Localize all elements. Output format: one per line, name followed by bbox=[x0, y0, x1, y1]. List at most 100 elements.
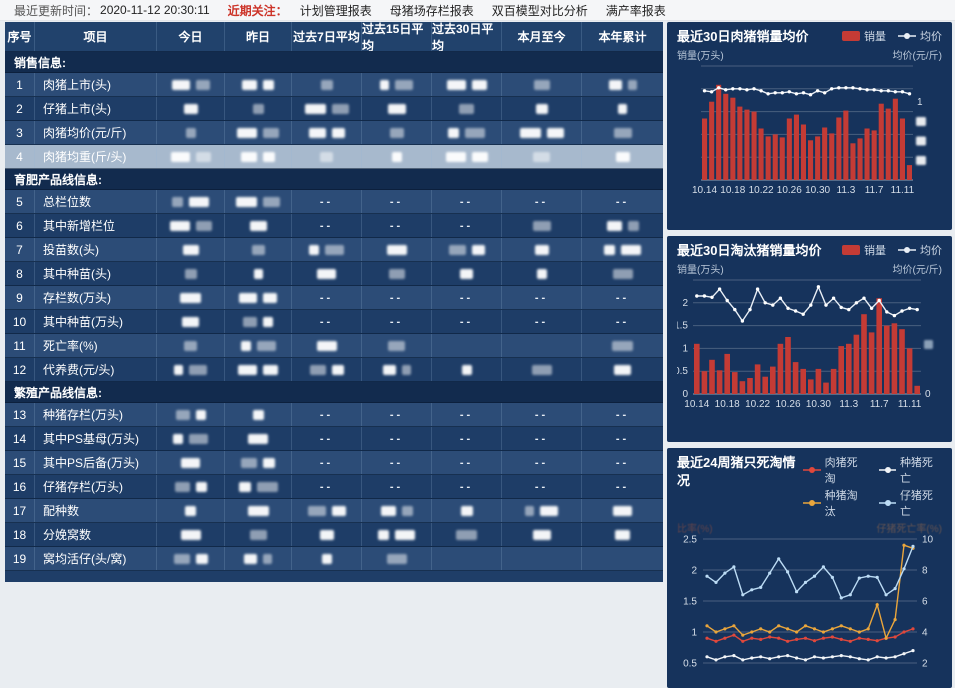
data-cell bbox=[292, 145, 362, 168]
table-row-14[interactable]: 14 其中PS基母(万头) -- -- -- -- -- bbox=[5, 427, 663, 451]
empty-value-dashes: -- bbox=[319, 315, 334, 328]
legend-item[interactable]: 销量 bbox=[842, 28, 886, 44]
legend-item[interactable]: 种猪淘汰 bbox=[803, 487, 866, 519]
redacted-value bbox=[263, 553, 272, 564]
table-row-11[interactable]: 11 死亡率(%) bbox=[5, 334, 663, 358]
data-cell bbox=[157, 547, 225, 570]
data-cell bbox=[582, 97, 663, 120]
redacted-value bbox=[170, 151, 190, 162]
menu-item-3[interactable]: 满产率报表 bbox=[605, 3, 666, 18]
legend-item[interactable]: 肉猪死淘 bbox=[803, 454, 866, 486]
data-cell: -- bbox=[582, 286, 663, 309]
table-row-5[interactable]: 5 总栏位数 -- -- -- -- -- bbox=[5, 190, 663, 214]
menu-item-1[interactable]: 母猪场存栏报表 bbox=[389, 3, 474, 18]
redacted-value bbox=[471, 244, 485, 255]
table-row-8[interactable]: 8 其中种苗(头) bbox=[5, 262, 663, 286]
data-cell bbox=[225, 238, 292, 261]
data-cell bbox=[292, 523, 362, 546]
legend-item[interactable]: 销量 bbox=[842, 242, 886, 258]
left-axis-label: 销量(万头) bbox=[677, 265, 724, 276]
redacted-value bbox=[534, 244, 549, 255]
redacted-value bbox=[612, 268, 633, 279]
table-row-3[interactable]: 3 肉猪均价(元/斤) bbox=[5, 121, 663, 145]
chart-card-2: 最近24周猪只死淘情况 肉猪死淘 种猪死亡 种猪淘汰 仔猪死亡 比率(%) 仔猪死亡率… bbox=[667, 448, 952, 688]
data-cell: -- bbox=[362, 427, 432, 450]
empty-value-dashes: -- bbox=[615, 315, 630, 328]
table-row-18[interactable]: 18 分娩窝数 bbox=[5, 523, 663, 547]
table-row-17[interactable]: 17 配种数 bbox=[5, 499, 663, 523]
table-row-16[interactable]: 16 仔猪存栏(万头) -- -- -- -- -- bbox=[5, 475, 663, 499]
svg-text:0: 0 bbox=[682, 389, 688, 400]
legend-line-swatch bbox=[878, 467, 896, 473]
redacted-value bbox=[251, 244, 265, 255]
table-row-2[interactable]: 2 仔猪上市(头) bbox=[5, 97, 663, 121]
data-cell bbox=[225, 262, 292, 285]
table-header-row: 序号 项目 今日 昨日 过去7日平均 过去15日平均 过去30日平均 本月至今 本年累计 bbox=[5, 22, 663, 52]
menu-item-2[interactable]: 双百模型对比分析 bbox=[491, 3, 588, 18]
data-cell bbox=[502, 238, 582, 261]
redacted-value bbox=[461, 364, 472, 375]
svg-text:11.7: 11.7 bbox=[870, 399, 889, 410]
table-row-1[interactable]: 1 肉猪上市(头) bbox=[5, 73, 663, 97]
row-item-label: 总栏位数 bbox=[35, 190, 157, 213]
column-header: 本月至今 bbox=[502, 22, 582, 51]
data-cell bbox=[292, 358, 362, 381]
data-cell: -- bbox=[582, 427, 663, 450]
table-row-19[interactable]: 19 窝均活仔(头/窝) bbox=[5, 547, 663, 571]
redacted-value bbox=[173, 433, 183, 444]
data-cell bbox=[157, 523, 225, 546]
empty-value-dashes: -- bbox=[534, 456, 549, 469]
redacted-value bbox=[263, 151, 275, 162]
data-cell bbox=[157, 310, 225, 333]
redacted-value bbox=[388, 268, 405, 279]
data-cell: -- bbox=[432, 403, 502, 426]
data-cell: -- bbox=[582, 403, 663, 426]
table-row-12[interactable]: 12 代养费(元/头) bbox=[5, 358, 663, 382]
data-cell: -- bbox=[292, 403, 362, 426]
data-cell: -- bbox=[432, 427, 502, 450]
chart-legend: 销量 均价 bbox=[842, 28, 942, 44]
redacted-value bbox=[448, 127, 459, 138]
table-row-13[interactable]: 13 种猪存栏(万头) -- -- -- -- -- bbox=[5, 403, 663, 427]
legend-item[interactable]: 种猪死亡 bbox=[878, 454, 942, 486]
row-item-label: 死亡率(%) bbox=[35, 334, 157, 357]
data-cell bbox=[225, 214, 292, 237]
row-item-label: 其中PS基母(万头) bbox=[35, 427, 157, 450]
empty-value-dashes: -- bbox=[389, 432, 404, 445]
svg-text:10.30: 10.30 bbox=[806, 399, 831, 410]
right-axis-label: 均价(元/斤) bbox=[892, 265, 942, 276]
report-table: 序号 项目 今日 昨日 过去7日平均 过去15日平均 过去30日平均 本月至今 本年累计 销售信息… bbox=[5, 22, 663, 582]
menu-item-0[interactable]: 计划管理报表 bbox=[299, 3, 372, 18]
legend-line-swatch bbox=[803, 500, 821, 506]
table-row-4[interactable]: 4 肉猪均重(斤/头) bbox=[5, 145, 663, 169]
table-row-6[interactable]: 6 其中新增栏位 -- -- -- bbox=[5, 214, 663, 238]
data-cell bbox=[292, 121, 362, 144]
legend-item[interactable]: 均价 bbox=[898, 28, 942, 44]
row-number: 3 bbox=[5, 121, 35, 144]
empty-value-dashes: -- bbox=[459, 195, 474, 208]
chart-plot: 2.5 10 2 8 1.5 6 1 4 0.5 2 bbox=[683, 535, 933, 670]
legend-item[interactable]: 仔猪死亡 bbox=[878, 487, 942, 519]
svg-text:10.22: 10.22 bbox=[745, 399, 770, 410]
redacted-value bbox=[182, 244, 199, 255]
data-cell bbox=[157, 145, 225, 168]
table-row-15[interactable]: 15 其中PS后备(万头) -- -- -- -- -- bbox=[5, 451, 663, 475]
redacted-value bbox=[331, 364, 344, 375]
table-row-7[interactable]: 7 投苗数(头) bbox=[5, 238, 663, 262]
svg-text:10.18: 10.18 bbox=[715, 399, 740, 410]
row-item-label: 肉猪上市(头) bbox=[35, 73, 157, 96]
redacted-value bbox=[613, 127, 632, 138]
data-cell: -- bbox=[292, 427, 362, 450]
table-row-10[interactable]: 10 其中种苗(万头) -- -- -- -- -- bbox=[5, 310, 663, 334]
legend-line-swatch bbox=[898, 247, 916, 253]
data-cell bbox=[362, 238, 432, 261]
empty-value-dashes: -- bbox=[534, 315, 549, 328]
redacted-value bbox=[183, 103, 198, 114]
table-row-9[interactable]: 9 存栏数(万头) -- -- -- -- -- bbox=[5, 286, 663, 310]
svg-text:10.22: 10.22 bbox=[749, 185, 774, 196]
redacted-value bbox=[331, 127, 345, 138]
row-item-label: 其中新增栏位 bbox=[35, 214, 157, 237]
legend-item[interactable]: 均价 bbox=[898, 242, 942, 258]
data-cell: -- bbox=[502, 451, 582, 474]
data-cell bbox=[582, 238, 663, 261]
